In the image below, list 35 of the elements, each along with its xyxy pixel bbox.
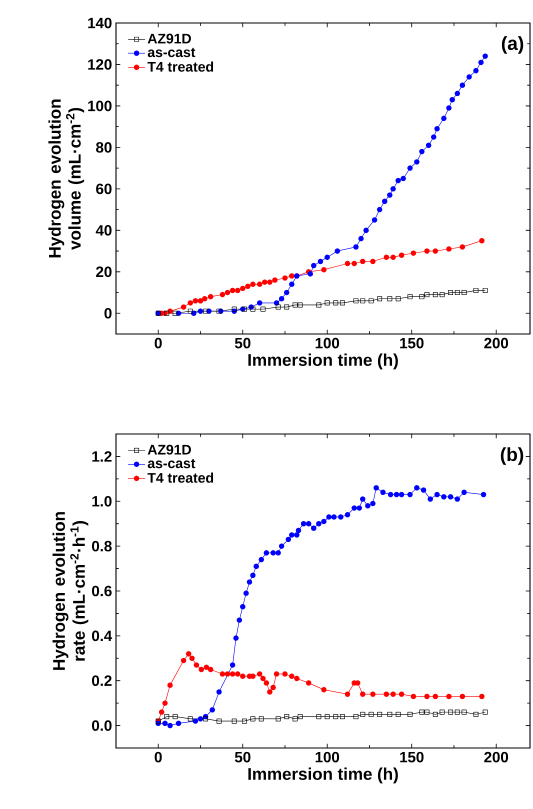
y-tick-label: 0.2 <box>92 675 112 686</box>
legend-label: T4 treated <box>148 61 214 72</box>
y-tick-label: 0.8 <box>92 540 112 552</box>
y-tick-label: 120 <box>88 59 112 70</box>
x-tick-label: 50 <box>234 338 250 348</box>
annotation: (b) <box>500 447 524 465</box>
x-tick-label: 0 <box>154 752 162 762</box>
y-tick-label: 20 <box>96 266 112 278</box>
y-tick-label: 0.4 <box>92 630 112 642</box>
x-axis-title: Immersion time (h) <box>248 354 398 370</box>
y-tick-label: 1.2 <box>92 451 112 462</box>
legend-label: AZ91D <box>148 444 191 455</box>
x-axis-title: Immersion time (h) <box>248 768 398 784</box>
y-tick-label: 0.0 <box>92 720 112 731</box>
y-tick-label: 40 <box>96 225 112 236</box>
x-tick-label: 100 <box>316 752 340 762</box>
y-tick-label: 0.6 <box>92 586 112 596</box>
x-tick-label: 100 <box>316 338 340 348</box>
x-tick-label: 0 <box>154 338 162 348</box>
legend-label: as-cast <box>148 48 196 58</box>
x-tick-label: 50 <box>234 752 250 762</box>
legend-label: as-cast <box>148 458 196 468</box>
x-tick-label: 200 <box>484 338 508 348</box>
legend-label: AZ91D <box>148 34 191 44</box>
annotation: (a) <box>502 36 524 54</box>
y-tick-label: 140 <box>88 18 112 28</box>
y-tick-label: 0 <box>104 308 112 319</box>
y-tick-label: 80 <box>96 142 112 153</box>
legend-label: T4 treated <box>148 472 214 483</box>
y-tick-label: 100 <box>88 100 112 112</box>
y-tick-label: 60 <box>96 184 112 194</box>
x-tick-label: 150 <box>400 752 424 762</box>
y-tick-label: 1.0 <box>92 496 112 507</box>
x-tick-label: 150 <box>400 338 424 348</box>
x-tick-label: 200 <box>484 752 508 762</box>
